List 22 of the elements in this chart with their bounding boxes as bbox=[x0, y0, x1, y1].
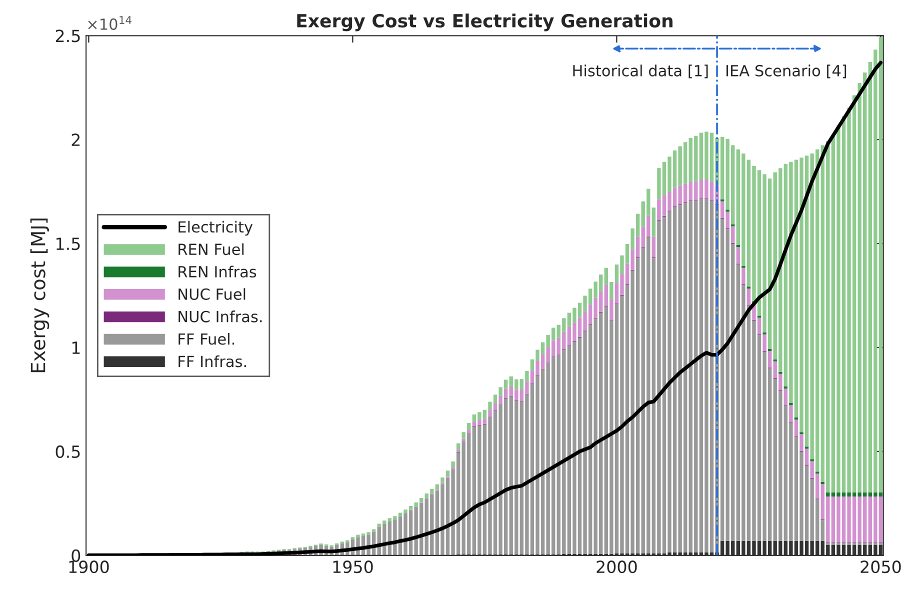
annotation: Historical data [1] bbox=[573, 64, 708, 78]
x-tick-label: 1950 bbox=[333, 560, 373, 574]
y-tick-label: 1.5 bbox=[56, 238, 80, 250]
x-tick-label: 2050 bbox=[860, 560, 901, 574]
y-tick-label: 2 bbox=[72, 134, 80, 146]
y-tick-label: 0.5 bbox=[56, 445, 80, 458]
y-axis-title: Exergy cost [MJ] bbox=[30, 218, 50, 372]
x-tick-label: 2000 bbox=[596, 560, 637, 574]
legend-label: FF Infras. bbox=[178, 355, 246, 368]
legend-label: REN Fuel bbox=[178, 243, 244, 256]
y-tick-label: 1 bbox=[72, 342, 80, 354]
legend-label: REN Infras bbox=[178, 266, 256, 278]
text: ×10$^{14}$ bbox=[88, 16, 132, 30]
legend-label: NUC Infras. bbox=[178, 310, 262, 322]
y-tick-label: 2.5 bbox=[56, 30, 80, 42]
annotation: IEA Scenario [4] bbox=[726, 64, 846, 78]
legend-label: Electricity bbox=[178, 220, 253, 236]
x-tick-label: 1900 bbox=[69, 560, 109, 574]
legend-label: NUC Fuel bbox=[178, 288, 246, 300]
chart-title: Exergy Cost vs Electricity Generation bbox=[297, 14, 672, 32]
legend-label: FF Fuel. bbox=[178, 332, 234, 345]
y-tick-label: 0 bbox=[72, 549, 80, 562]
